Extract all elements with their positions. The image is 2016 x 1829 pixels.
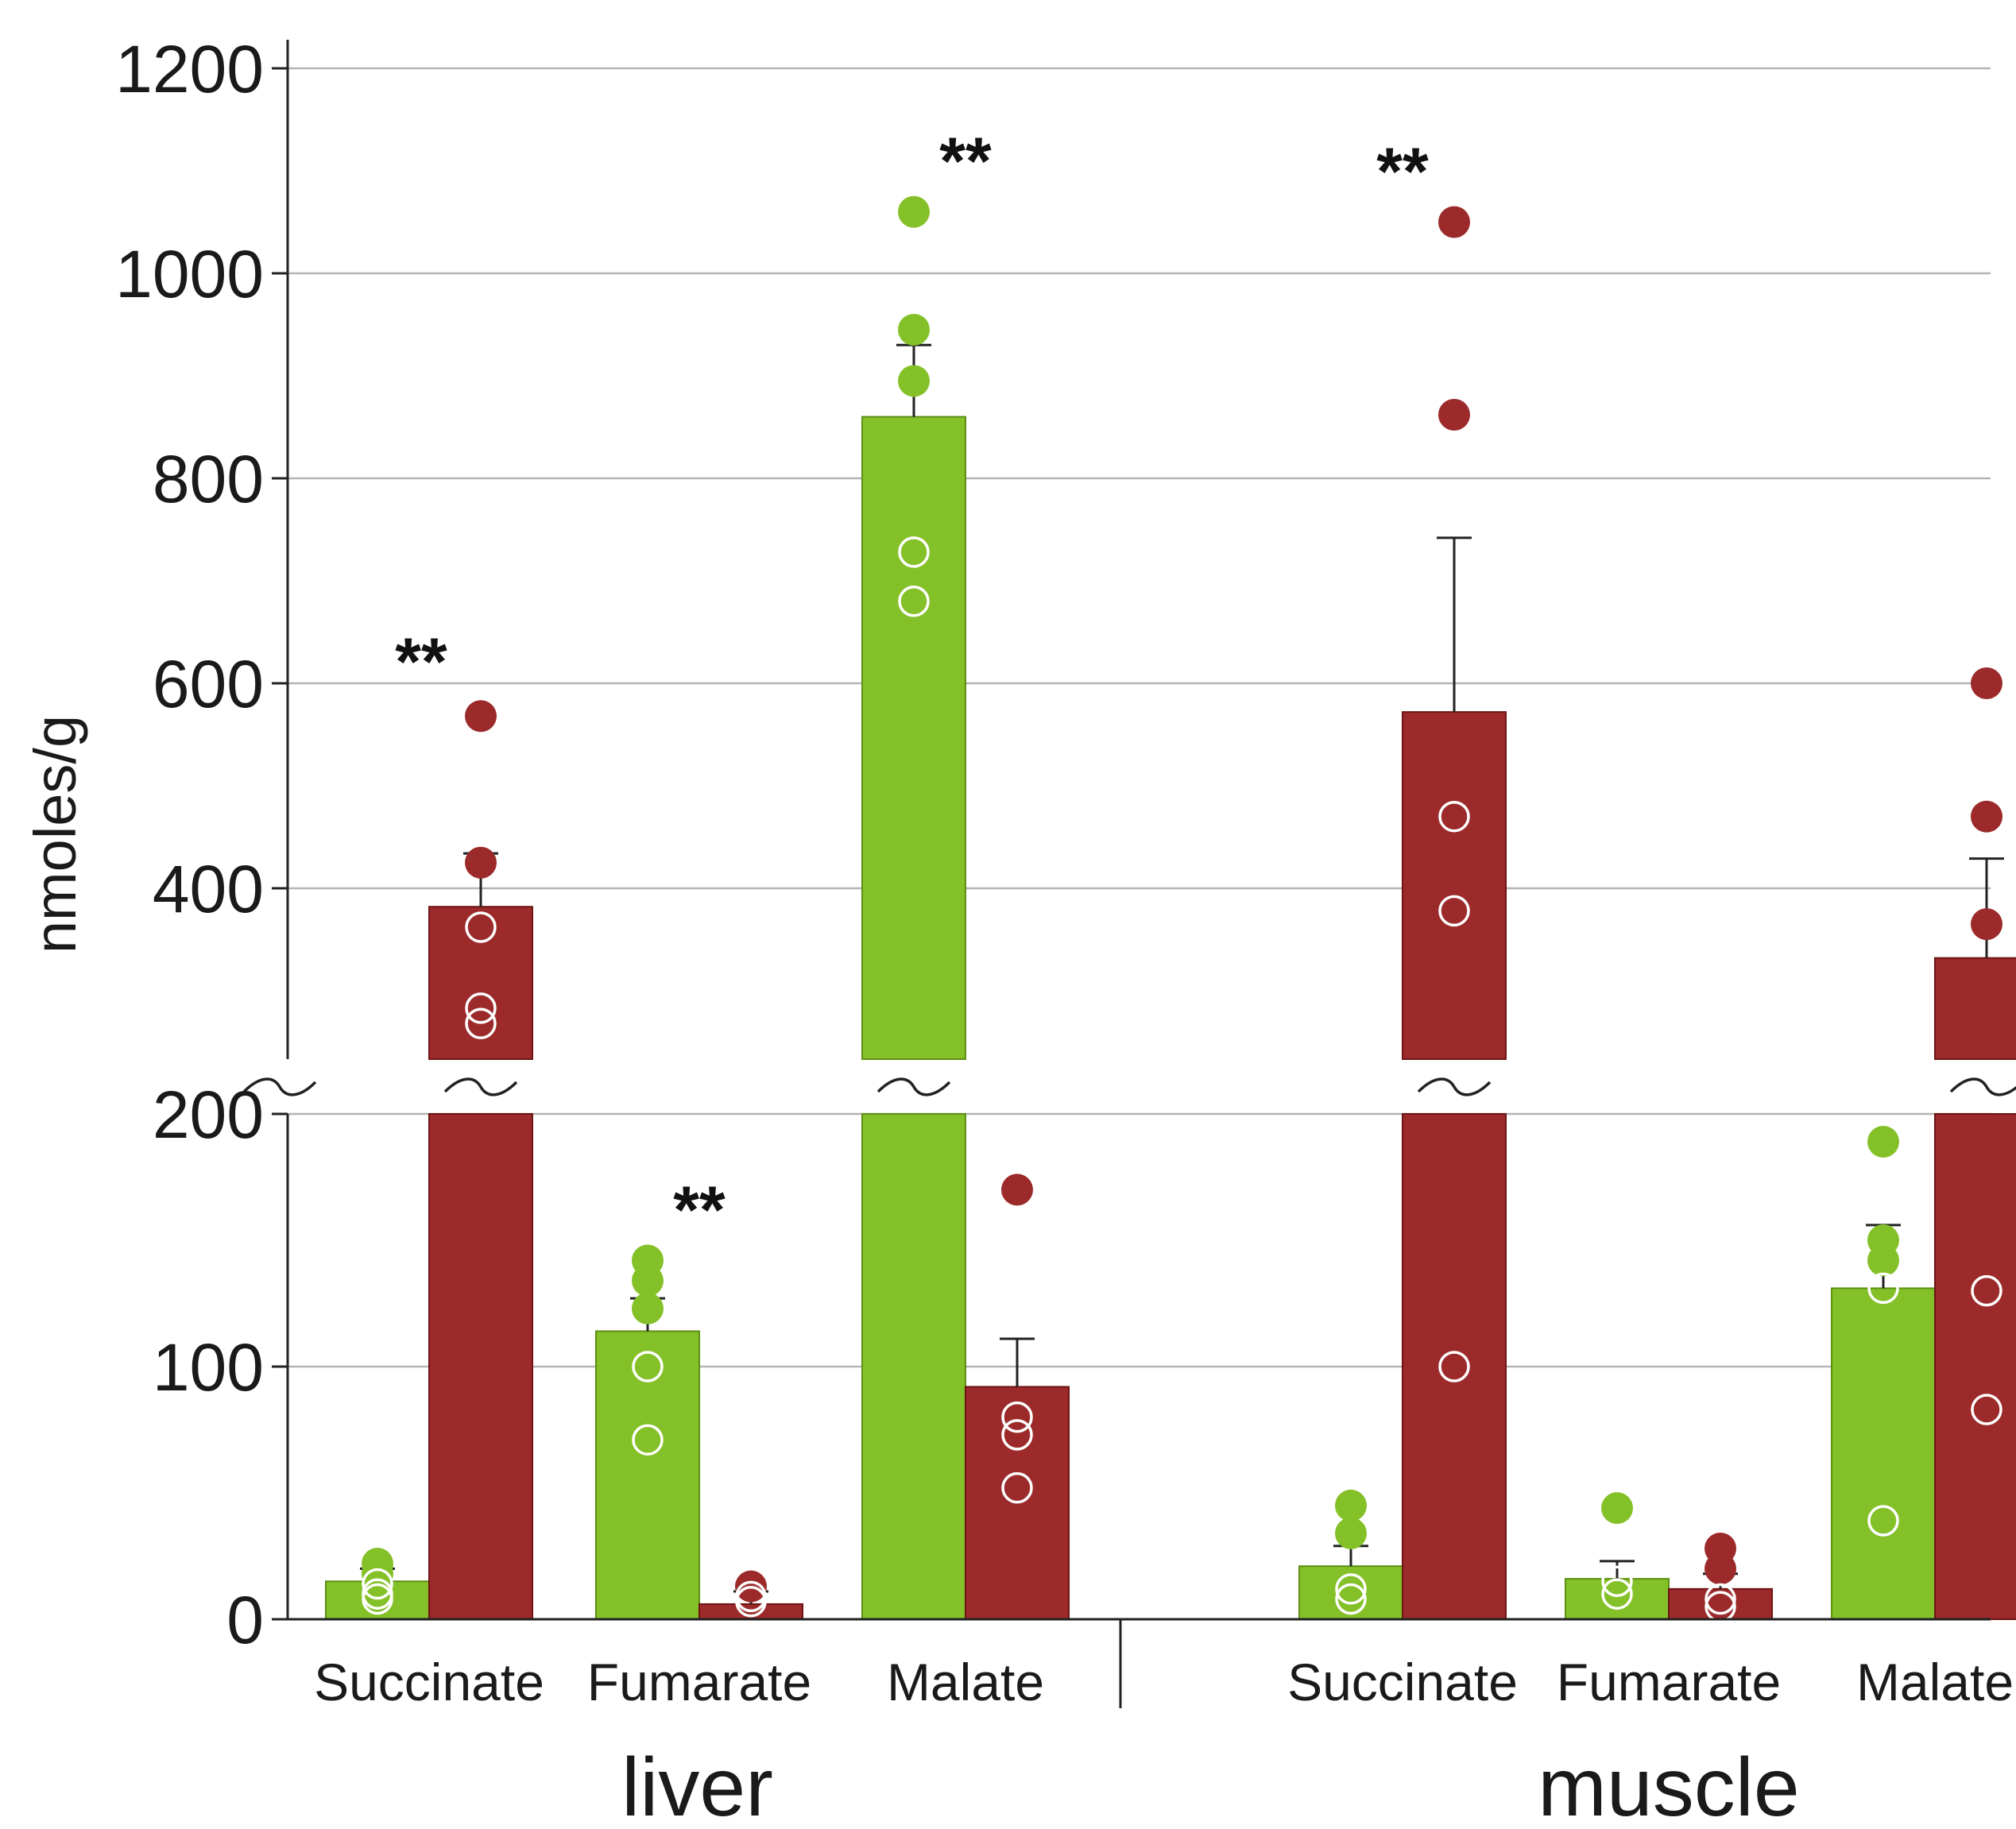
data-point: [1438, 399, 1470, 431]
axis-break-mark: [876, 1077, 951, 1096]
data-point: [1335, 1517, 1367, 1549]
bar-lower-part: [428, 1113, 533, 1620]
data-point-hollow: [465, 1007, 497, 1040]
significance-marker: **: [939, 124, 992, 199]
data-point-hollow: [1001, 1401, 1033, 1433]
data-point-hollow: [632, 1351, 664, 1382]
data-point-hollow: [1438, 800, 1470, 833]
data-point: [1438, 206, 1470, 238]
data-point-hollow: [898, 586, 930, 617]
y-tick-label: 800: [153, 442, 264, 516]
grid-lines: [288, 67, 1991, 1368]
data-point-hollow: [1867, 1505, 1899, 1537]
category-label: Succinate: [1287, 1653, 1518, 1711]
y-tick-label: 1000: [115, 237, 264, 311]
data-point: [632, 1264, 664, 1297]
bar-upper-part: [428, 906, 533, 1060]
data-point: [1971, 800, 2002, 833]
data-point: [465, 700, 497, 733]
data-point-hollow: [1335, 1573, 1367, 1605]
significance-marker: **: [395, 624, 447, 698]
data-point-hollow: [1438, 895, 1470, 927]
data-point: [1601, 1492, 1633, 1525]
data-points: [362, 195, 2002, 1622]
data-point-hollow: [632, 1424, 664, 1456]
data-point-hollow: [1001, 1471, 1033, 1504]
data-point-hollow: [1867, 1272, 1899, 1305]
y-tick-label: 600: [153, 647, 264, 721]
data-point: [1705, 1553, 1736, 1585]
category-label: Malate: [887, 1653, 1044, 1711]
data-point: [898, 365, 930, 397]
y-tick-label: 0: [226, 1583, 264, 1657]
bar: [1831, 1287, 1936, 1621]
data-point: [1867, 1125, 1899, 1158]
data-point-hollow: [362, 1568, 393, 1600]
data-point: [1335, 1489, 1367, 1522]
data-point-hollow: [362, 1583, 393, 1615]
data-point-hollow: [465, 911, 497, 943]
data-point: [465, 846, 497, 879]
data-point: [1867, 1244, 1899, 1277]
axis-break-mark: [443, 1077, 518, 1096]
category-label: Fumarate: [1557, 1653, 1781, 1711]
bar-lower-part: [1934, 1113, 2016, 1620]
data-point-hollow: [1971, 1394, 2002, 1425]
axis-break-mark: [1949, 1077, 2016, 1096]
y-axis-label: nmoles/g: [22, 715, 88, 953]
axis-break-mark: [242, 1077, 317, 1096]
y-tick-label: 400: [153, 852, 264, 926]
data-point-hollow: [1601, 1565, 1633, 1598]
bar: [1565, 1578, 1670, 1620]
bar-lower-part: [1402, 1113, 1507, 1620]
data-point-hollow: [1705, 1591, 1736, 1622]
labels: nmoles/g 0 100 200 400 600 800 1000 1200 Succina…: [22, 32, 2014, 1829]
bars: [325, 416, 2016, 1621]
data-point-hollow: [735, 1585, 767, 1618]
data-point: [1001, 1174, 1033, 1206]
data-point: [898, 313, 930, 346]
data-point: [1971, 908, 2002, 941]
bar-upper-part: [1934, 957, 2016, 1060]
axes: [242, 40, 2016, 1708]
y-tick-label: 1200: [115, 32, 264, 106]
data-point-hollow: [1001, 1419, 1033, 1451]
data-point: [632, 1292, 664, 1324]
bar-lower-part: [861, 1113, 966, 1620]
y-tick-label: 100: [153, 1330, 264, 1405]
data-point: [898, 195, 930, 228]
significance-marker: **: [673, 1172, 726, 1247]
data-point-hollow: [465, 992, 497, 1024]
bar: [595, 1330, 700, 1620]
category-label: Fumarate: [587, 1653, 811, 1711]
axis-break-mark: [1417, 1077, 1492, 1096]
group-label: muscle: [1538, 1742, 1799, 1829]
data-point-hollow: [1601, 1578, 1633, 1610]
data-point-hollow: [898, 536, 930, 568]
data-point-hollow: [1335, 1583, 1367, 1615]
category-label: Succinate: [314, 1653, 544, 1711]
bar-upper-part: [861, 416, 966, 1060]
category-label: Malate: [1856, 1653, 2014, 1711]
data-point-hollow: [1971, 1274, 2002, 1307]
group-label: liver: [621, 1742, 773, 1829]
data-point-hollow: [1438, 1351, 1470, 1382]
bar-upper-part: [1402, 711, 1507, 1060]
data-point-hollow: [1705, 1583, 1736, 1615]
y-tick-label: 200: [153, 1077, 264, 1152]
data-point: [1971, 667, 2002, 699]
significance-marker: **: [1376, 134, 1429, 209]
